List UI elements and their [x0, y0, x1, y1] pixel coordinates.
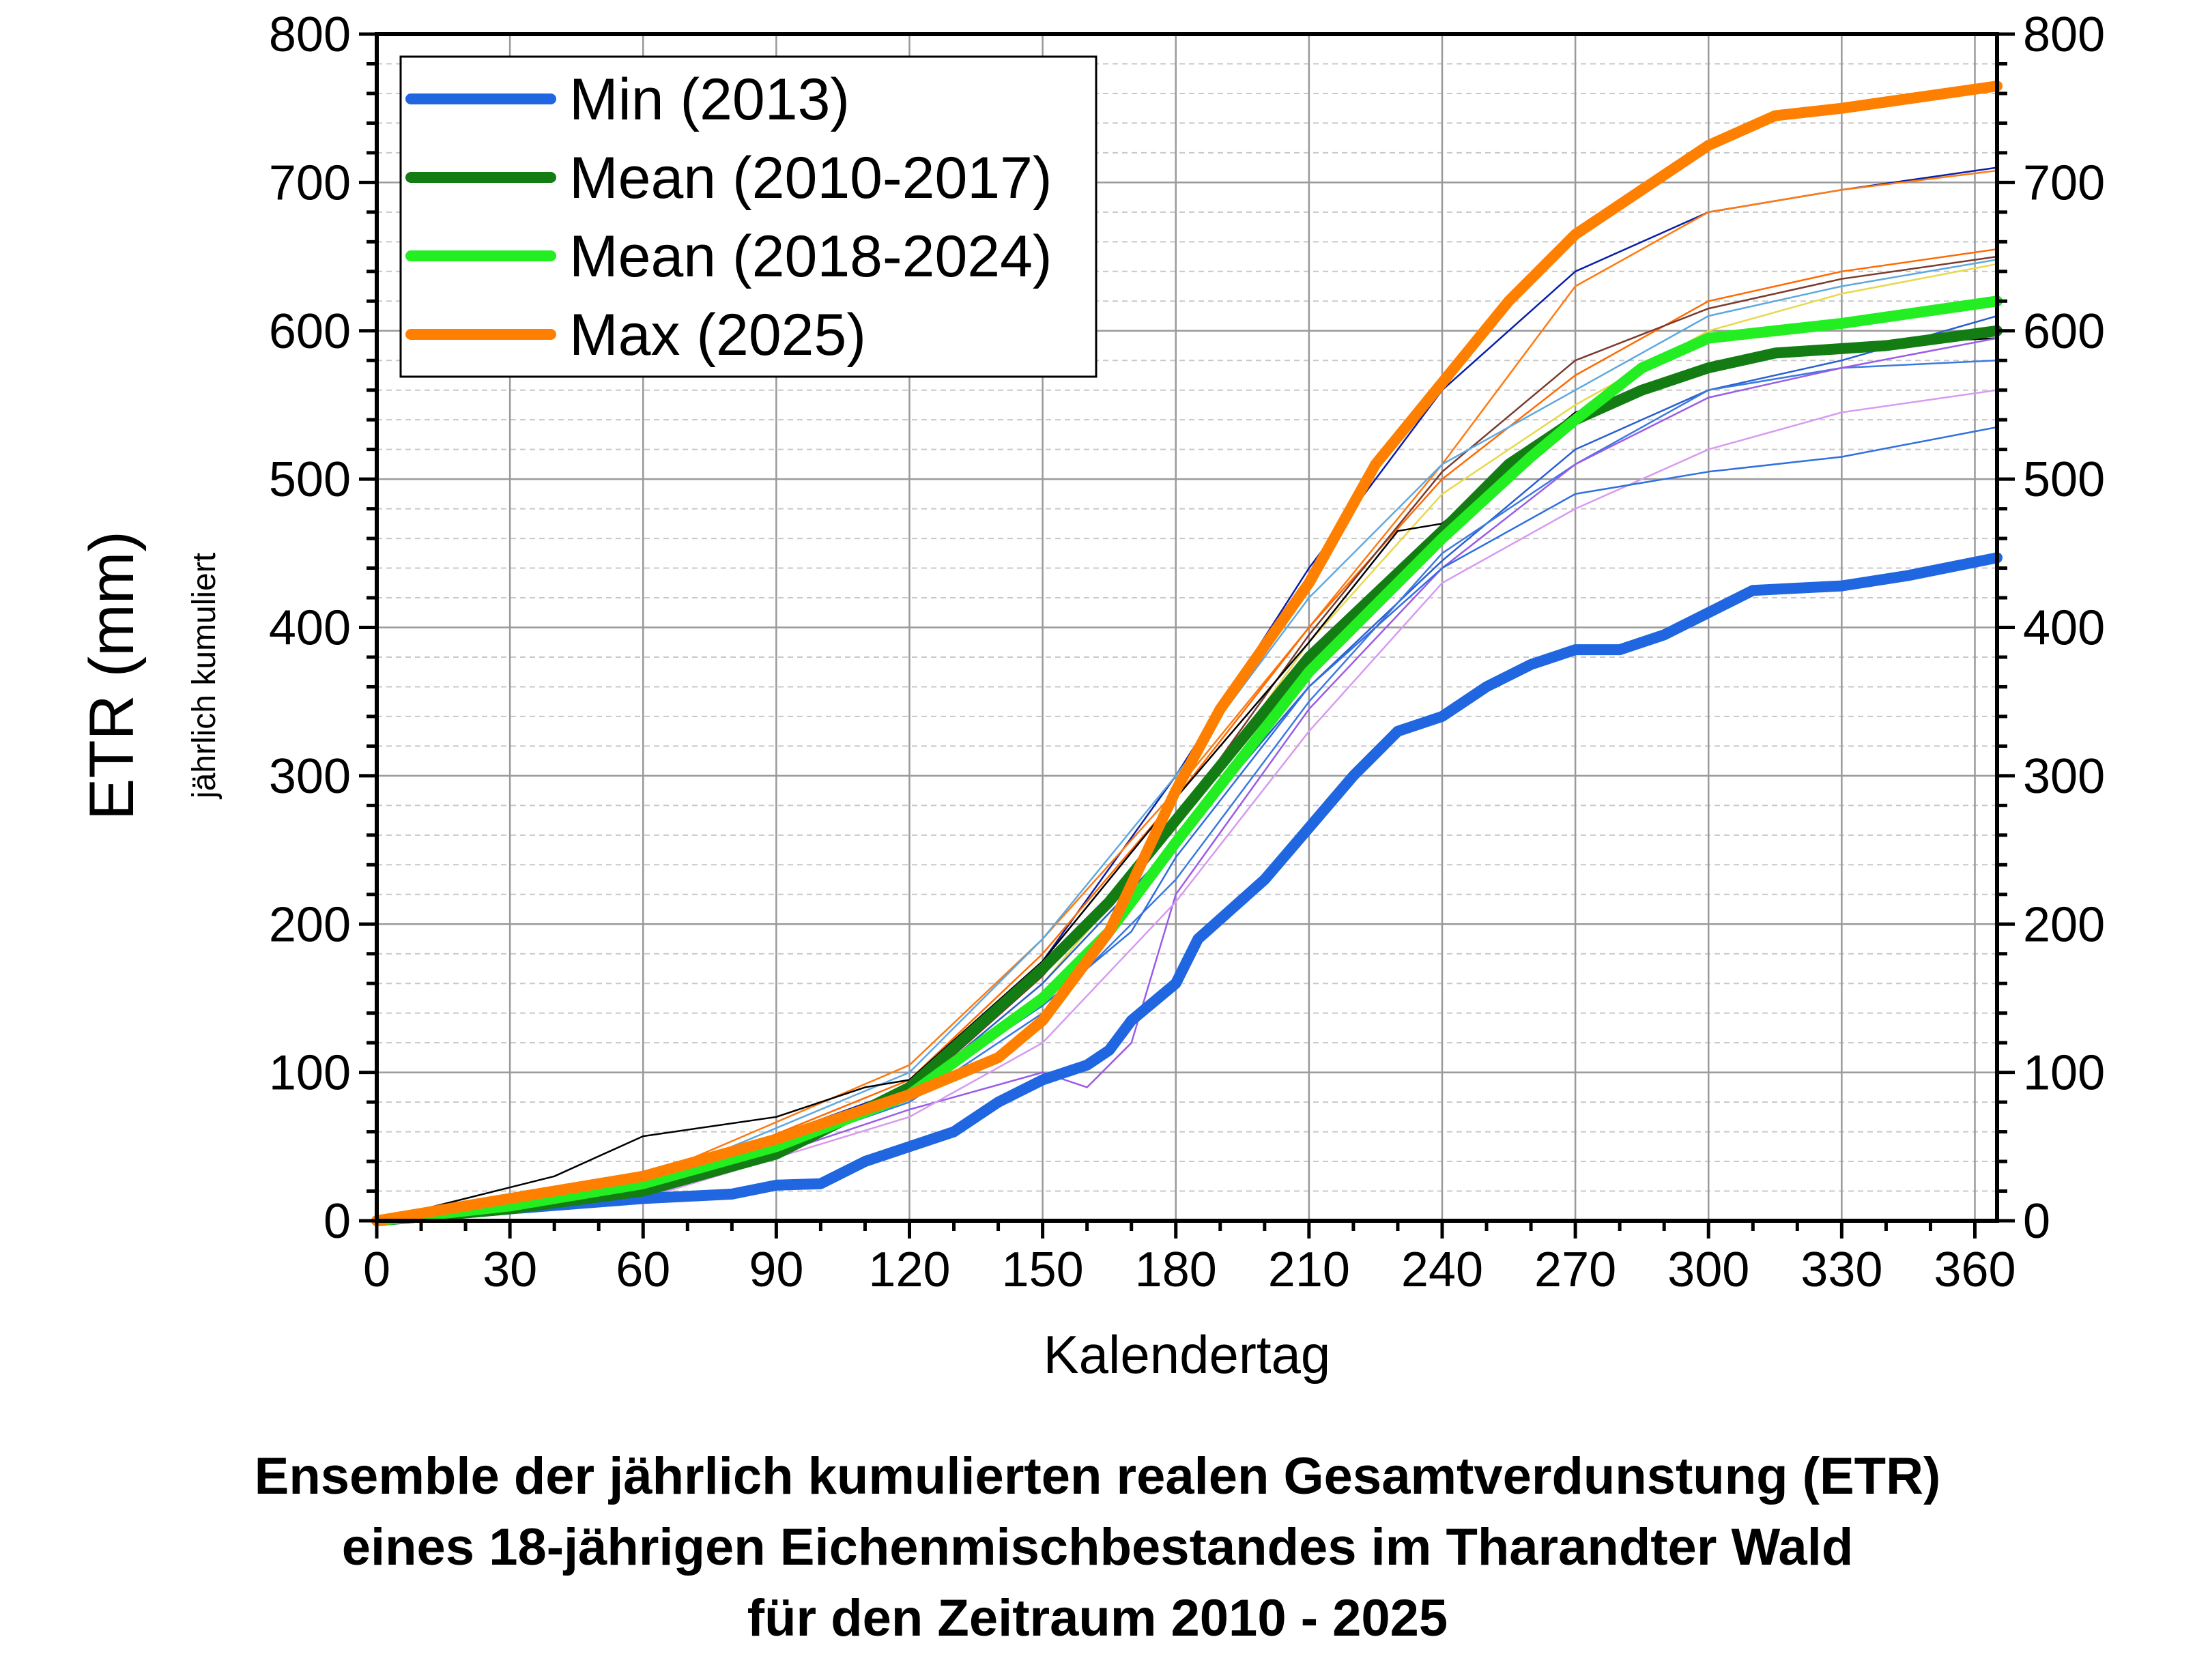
title-line-3: für den Zeitraum 2010 - 2025 — [747, 1589, 1448, 1647]
legend-box — [399, 55, 1098, 378]
series-line — [371, 81, 2003, 1226]
x-tick-label: 330 — [1801, 1243, 1882, 1297]
y-axis-sublabel: jährlich kumuliert — [186, 553, 223, 800]
y-tick-label-left: 0 — [324, 1194, 351, 1249]
y-tick-label-right: 0 — [2023, 1194, 2050, 1249]
series-line — [371, 295, 2003, 1226]
x-tick-label: 360 — [1934, 1243, 2015, 1297]
ensemble-line — [376, 259, 1998, 1222]
ensemble-line — [376, 337, 1998, 1222]
legend-label: Min (2013) — [569, 67, 850, 132]
y-tick-label-right: 600 — [2023, 304, 2105, 359]
title-line-1: Ensemble der jährlich kumulierten realen… — [254, 1447, 1941, 1505]
y-tick-label-left: 300 — [269, 749, 351, 804]
legend: Min (2013) Mean (2010-2017) Mean (2018-202… — [399, 55, 1098, 378]
y-axis-label: ETR (mm) — [77, 531, 147, 820]
ensemble-line — [376, 359, 1998, 1222]
ensemble-line — [376, 263, 1998, 1222]
ensemble-line — [376, 255, 1998, 1222]
y-tick-label-right: 400 — [2023, 601, 2105, 656]
x-tick-label: 210 — [1268, 1243, 1350, 1297]
y-tick-label-left: 600 — [269, 304, 351, 359]
legend-label: Max (2025) — [569, 302, 866, 368]
x-tick-label: 0 — [363, 1243, 390, 1297]
ensemble-line — [376, 389, 1998, 1222]
series-line — [371, 552, 2003, 1226]
y-tick-label-right: 500 — [2023, 452, 2105, 507]
x-tick-label: 180 — [1135, 1243, 1217, 1297]
x-axis-label: Kalendertag — [1044, 1324, 1331, 1385]
y-tick-label-left: 700 — [269, 156, 351, 210]
y-tick-label-right: 800 — [2023, 8, 2105, 62]
y-tick-label-right: 100 — [2023, 1046, 2105, 1101]
title-line-2: eines 18-jährigen Eichenmischbestandes i… — [341, 1518, 1854, 1576]
series-line — [371, 325, 2003, 1226]
x-tick-label: 300 — [1667, 1243, 1749, 1297]
x-tick-label: 90 — [749, 1243, 803, 1297]
highlight-series — [371, 81, 2003, 1226]
y-tick-label-left: 400 — [269, 601, 351, 656]
y-tick-label-left: 500 — [269, 452, 351, 507]
legend-label: Mean (2018-2024) — [569, 224, 1052, 289]
x-tick-label: 270 — [1534, 1243, 1616, 1297]
y-tick-label-right: 300 — [2023, 749, 2105, 804]
chart-title: Ensemble der jährlich kumulierten realen… — [0, 1441, 2195, 1654]
x-tick-label: 60 — [616, 1243, 670, 1297]
y-tick-label-left: 100 — [269, 1046, 351, 1101]
y-tick-label-right: 700 — [2023, 156, 2105, 210]
y-tick-label-right: 200 — [2023, 897, 2105, 952]
x-tick-label: 30 — [483, 1243, 537, 1297]
y-tick-label-left: 800 — [269, 8, 351, 62]
y-tick-label-left: 200 — [269, 897, 351, 952]
legend-label: Mean (2010-2017) — [569, 145, 1052, 211]
x-tick-label: 240 — [1401, 1243, 1483, 1297]
ensemble-line — [376, 248, 1998, 1222]
x-tick-label: 120 — [868, 1243, 950, 1297]
x-tick-label: 150 — [1002, 1243, 1084, 1297]
